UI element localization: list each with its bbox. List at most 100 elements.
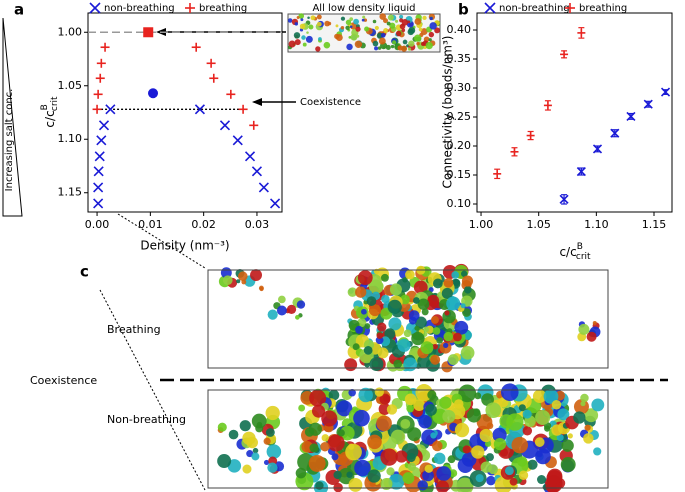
molecule <box>462 445 471 454</box>
molecule <box>383 28 389 34</box>
molecule <box>401 28 406 33</box>
point <box>270 198 281 209</box>
molecule <box>258 285 264 291</box>
legend-label: breathing <box>199 3 247 14</box>
point <box>626 111 636 121</box>
molecule <box>377 322 387 332</box>
molecule <box>311 404 326 418</box>
molecule <box>463 349 471 357</box>
molecule <box>306 31 309 34</box>
molecule <box>408 40 415 47</box>
molecule <box>420 41 426 47</box>
molecule <box>267 309 278 320</box>
molecule <box>444 310 450 316</box>
molecule <box>527 459 538 470</box>
marker-stroke <box>592 144 603 154</box>
point <box>643 99 653 109</box>
molecule <box>355 325 363 334</box>
molecule <box>532 389 547 404</box>
molecule <box>439 396 452 409</box>
molecule <box>493 437 507 451</box>
molecule <box>593 447 602 456</box>
molecule <box>518 470 529 480</box>
legend-label: non-breathing <box>499 3 570 14</box>
molecule <box>288 40 296 48</box>
molecule <box>372 40 379 47</box>
molecule <box>294 22 299 26</box>
molecule <box>389 283 402 296</box>
point <box>98 120 110 131</box>
molecule <box>345 25 350 31</box>
molecule <box>251 413 267 429</box>
molecule <box>367 469 381 483</box>
molecule <box>479 428 493 443</box>
breathing-label: Breathing <box>107 323 161 336</box>
molecule <box>263 459 270 466</box>
molecule <box>315 46 321 52</box>
molecule <box>402 472 415 484</box>
molecule <box>567 433 573 439</box>
molecule <box>383 394 391 403</box>
molecule <box>441 287 453 299</box>
molecule <box>486 422 494 430</box>
molecule <box>333 470 342 480</box>
molecule <box>461 270 468 277</box>
molecule <box>578 323 590 335</box>
molecule <box>316 14 322 20</box>
marker-stroke <box>484 2 496 14</box>
inset-blobs <box>287 13 441 52</box>
molecule <box>466 408 482 423</box>
point <box>610 128 620 138</box>
molecule <box>354 459 371 477</box>
molecule <box>372 19 377 24</box>
molecule <box>460 303 466 309</box>
molecule <box>300 18 304 22</box>
molecule <box>535 448 551 465</box>
molecule <box>504 466 514 476</box>
molecule <box>295 467 307 479</box>
molecule <box>464 286 472 294</box>
molecule <box>355 286 367 298</box>
point <box>559 194 569 204</box>
axis-label: Density (nm⁻³) <box>140 239 229 253</box>
molecule <box>413 399 426 412</box>
molecule <box>386 404 398 415</box>
non-breathing-label: Non-breathing <box>107 413 186 426</box>
molecule <box>364 26 370 32</box>
marker-stroke <box>232 135 243 146</box>
molecule <box>436 480 450 492</box>
molecule <box>432 343 439 350</box>
molecule <box>592 320 597 325</box>
molecule <box>363 18 368 22</box>
zoom-line <box>99 289 206 491</box>
marker-stroke <box>89 2 101 14</box>
molecule <box>294 39 301 46</box>
molecule <box>352 343 360 351</box>
molecule <box>349 25 353 28</box>
point <box>226 89 236 99</box>
molecule <box>436 466 452 481</box>
molecule <box>580 401 586 407</box>
molecule <box>454 320 469 335</box>
axis-label-part: B <box>577 242 583 252</box>
molecule <box>299 23 306 30</box>
molecule <box>348 478 363 492</box>
molecule <box>543 389 559 404</box>
molecule <box>363 345 373 355</box>
molecule <box>308 454 326 472</box>
highlight-point <box>148 88 159 99</box>
molecule <box>535 409 551 425</box>
molecule <box>428 38 432 42</box>
point <box>206 58 216 68</box>
molecule <box>406 404 415 413</box>
molecule <box>420 341 434 355</box>
molecule <box>517 456 528 467</box>
x-tick-label: 0.00 <box>85 218 110 231</box>
molecule <box>242 464 252 474</box>
legend-marker <box>185 3 195 13</box>
y-tick-label: 0.25 <box>447 110 472 123</box>
molecule <box>414 34 422 42</box>
coexistence-annotation: Coexistence <box>300 97 361 108</box>
molecule <box>345 19 352 26</box>
molecule <box>387 299 402 314</box>
